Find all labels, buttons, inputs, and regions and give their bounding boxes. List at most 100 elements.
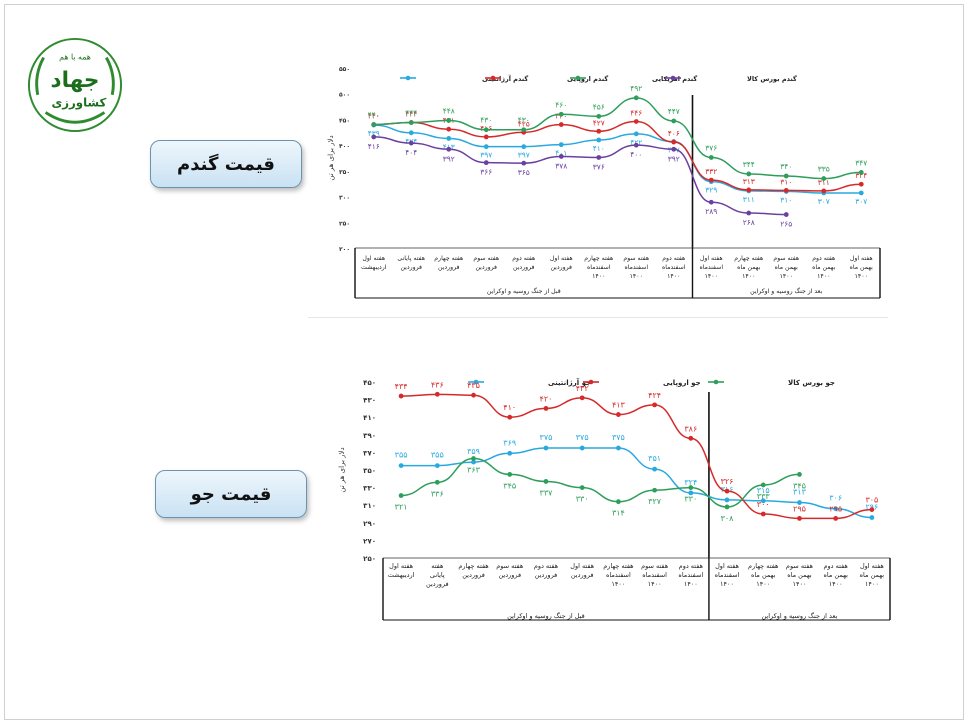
y-tick-label: ۴۰۰ — [339, 143, 350, 150]
x-category-label: هفته چهارم اسفندماه ۱۴۰۰ — [584, 255, 613, 280]
data-label: ۳۲۷ — [648, 497, 662, 506]
data-label: ۴۰۴ — [405, 148, 417, 157]
x-category-label: هفته اول فروردین — [570, 562, 594, 579]
data-label: ۳۰۷ — [855, 197, 867, 206]
svg-text:کشاورزی: کشاورزی — [52, 96, 107, 111]
data-point — [408, 140, 414, 146]
data-label: ۴۴۶ — [630, 108, 642, 117]
data-point — [471, 392, 476, 398]
data-point — [398, 463, 404, 468]
y-tick-label: ۴۱۰ — [363, 414, 376, 422]
y-tick-label: ۳۳۰ — [363, 485, 376, 493]
y-tick-label: ۳۵۰ — [339, 169, 350, 176]
x-category-label: هفته چهارم بهمن ماه ۱۴۰۰ — [734, 255, 763, 280]
data-label: ۴۰۱ — [555, 149, 567, 158]
data-point — [708, 177, 714, 183]
legend-marker — [670, 75, 676, 81]
data-label: ۳۷۸ — [555, 161, 567, 170]
y-tick-label: ۳۵۰ — [363, 467, 376, 475]
x-category-label: هفته چهارم فروردین — [434, 255, 463, 271]
data-label: ۲۹۵ — [829, 504, 842, 513]
data-point — [507, 414, 513, 420]
svg-text:جهاد: جهاد — [51, 68, 100, 93]
data-point — [783, 212, 789, 217]
data-point — [615, 445, 621, 451]
data-label: ۳۲۹ — [705, 186, 717, 195]
y-tick-label: ۲۹۰ — [363, 520, 376, 528]
data-label: ۳۷۵ — [612, 433, 625, 442]
y-tick-label: ۴۳۰ — [363, 397, 376, 405]
data-label: ۳۶۳ — [467, 466, 481, 475]
data-point — [688, 435, 694, 441]
x-category-label: هفته سوم اسفندماه ۱۴۰۰ — [623, 255, 649, 280]
y-tick-label: ۲۷۰ — [363, 537, 376, 545]
x-category-label: هفته اول اردیبهشت — [361, 255, 387, 271]
data-point — [596, 137, 602, 143]
data-point — [688, 490, 694, 496]
legend-label: جو آرژانتینی — [548, 378, 591, 387]
data-label: ۴۰۶ — [668, 129, 680, 138]
legend-marker — [575, 75, 581, 81]
data-label: ۳۲۴ — [684, 478, 697, 487]
x-category-label: هفته اول اردیبهشت — [388, 562, 415, 579]
data-label: ۳۷۶ — [593, 162, 605, 171]
data-point — [483, 160, 489, 166]
data-point — [408, 120, 414, 125]
data-label: ۴۹۲ — [630, 84, 642, 93]
data-label: ۳۴۷ — [855, 158, 867, 167]
x-category-label: هفته اول بهمن ماه ۱۴۰۰ — [850, 255, 874, 280]
data-point — [869, 507, 875, 512]
y-tick-label: ۴۵۰ — [363, 379, 376, 387]
data-point — [746, 187, 752, 193]
data-label: ۳۱۳ — [743, 177, 755, 186]
data-label: ۴۴۰ — [368, 111, 380, 120]
data-label: ۲۶۵ — [780, 220, 792, 229]
data-label: ۴۳۰ — [480, 116, 492, 125]
data-label: ۴۵۶ — [593, 102, 605, 111]
data-label: ۳۱۴ — [612, 509, 625, 518]
wheat-price-title: قیمت گندم — [150, 140, 302, 188]
data-label: ۳۷۶ — [705, 143, 717, 152]
data-point — [446, 146, 452, 152]
data-point — [615, 412, 621, 417]
data-point — [558, 142, 564, 148]
legend-label: گندم اروپایی — [567, 75, 608, 83]
data-label: ۳۵۹ — [467, 447, 480, 456]
data-label: ۴۲۵ — [518, 119, 530, 128]
data-point — [521, 144, 527, 150]
data-label: ۴۴۴ — [405, 110, 417, 119]
x-category-label: هفته دوم بهمن ماه ۱۴۰۰ — [812, 255, 836, 280]
group-label-before: قبل از جنگ روسیه و اوکراین — [507, 612, 585, 620]
data-point — [671, 139, 677, 145]
data-label: ۴۱۰ — [593, 144, 605, 153]
data-point — [507, 450, 513, 456]
legend-label: گندم آرژانتینی — [482, 74, 528, 83]
data-label: ۳۳۳ — [757, 492, 771, 501]
data-label: ۳۵۱ — [648, 454, 661, 463]
data-label: ۳۰۵ — [865, 496, 878, 505]
data-label: ۴۲۰ — [540, 394, 553, 403]
data-label: ۳۳۵ — [818, 165, 830, 174]
data-label: ۳۳۶ — [431, 489, 444, 498]
data-point — [408, 130, 414, 136]
data-point — [521, 127, 527, 133]
group-label-after: بعد از جنگ روسیه و اوکراین — [761, 612, 837, 620]
data-point — [797, 472, 802, 477]
data-label: ۳۸۶ — [684, 424, 697, 433]
data-label: ۲۹۶ — [865, 503, 878, 512]
data-point — [797, 500, 802, 505]
data-label: ۳۹۲ — [443, 154, 455, 163]
group-label-before: قبل از جنگ روسیه و اوکراین — [487, 287, 561, 295]
data-label: ۳۱۰ — [780, 195, 792, 204]
data-label: ۳۱۰ — [780, 177, 792, 186]
data-point — [434, 479, 440, 485]
data-label: ۴۳۹ — [368, 129, 380, 138]
svg-text:همه با هم: همه با هم — [59, 53, 91, 62]
divider — [308, 317, 888, 318]
x-category-label: هفته سوم اسفندماه ۱۴۰۰ — [641, 562, 669, 588]
data-point — [446, 126, 452, 132]
data-point — [483, 144, 489, 150]
x-category-label: هفته دوم فروردین — [534, 562, 559, 579]
data-label: ۳۴۵ — [793, 481, 806, 490]
data-label: ۳۷۵ — [540, 433, 553, 442]
